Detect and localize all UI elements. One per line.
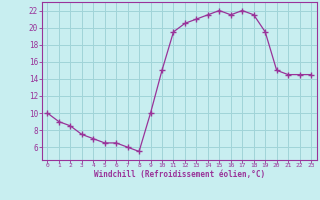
- X-axis label: Windchill (Refroidissement éolien,°C): Windchill (Refroidissement éolien,°C): [94, 170, 265, 179]
